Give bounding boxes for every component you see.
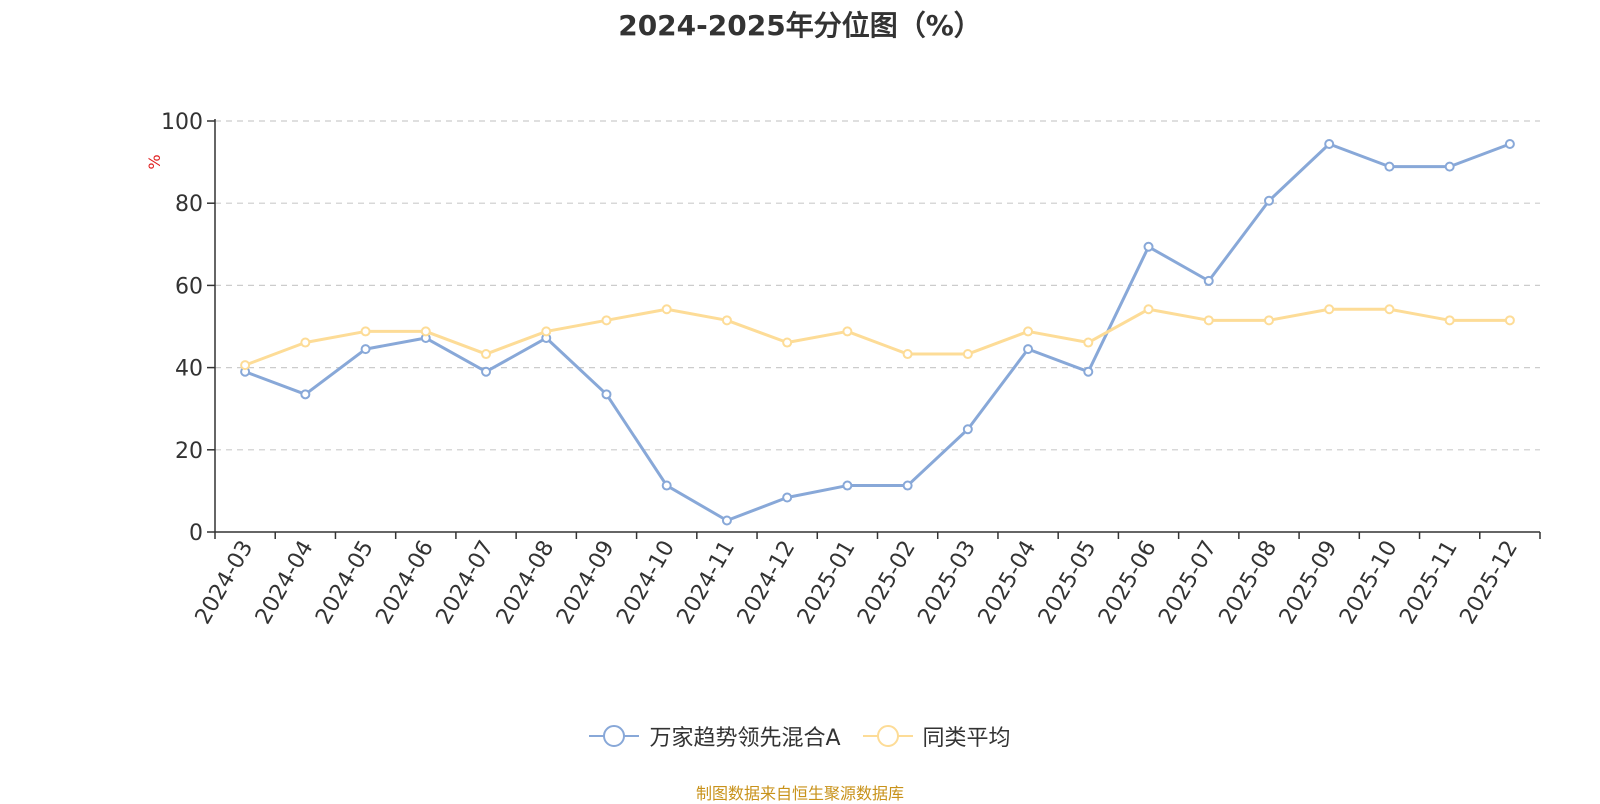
data-point bbox=[1384, 304, 1395, 315]
y-axis-label: % bbox=[145, 154, 164, 169]
y-tick-label: 80 bbox=[175, 192, 203, 217]
data-point bbox=[1143, 241, 1154, 252]
x-tick-label: 2024-05 bbox=[311, 537, 379, 629]
x-tick-label: 2024-11 bbox=[673, 537, 741, 629]
x-tick-label: 2024-08 bbox=[492, 537, 560, 629]
y-tick-label: 100 bbox=[161, 110, 203, 135]
x-tick-label: 2025-11 bbox=[1395, 537, 1463, 629]
y-axis-ticks: 0 20 40 60 80 100 bbox=[161, 110, 215, 546]
data-point bbox=[721, 515, 732, 526]
x-axis-ticks: 2024-032024-042024-052024-062024-072024-… bbox=[191, 532, 1541, 629]
data-point bbox=[1263, 195, 1274, 206]
series-1 bbox=[240, 139, 1515, 526]
data-point bbox=[1324, 139, 1335, 150]
data-source-note: 制图数据来自恒生聚源数据库 bbox=[695, 784, 904, 803]
legend-label-series-2: 同类平均 bbox=[922, 726, 1011, 751]
data-point bbox=[1083, 337, 1094, 348]
x-tick-label: 2025-12 bbox=[1455, 537, 1523, 629]
series-line-1 bbox=[244, 142, 1511, 522]
chart-title: 2024-2025年分位图（%） bbox=[618, 9, 982, 42]
x-tick-label: 2025-10 bbox=[1335, 537, 1403, 629]
y-tick-label: 0 bbox=[189, 521, 203, 546]
x-tick-label: 2025-03 bbox=[913, 537, 981, 629]
x-tick-label: 2024-09 bbox=[552, 537, 620, 629]
x-tick-label: 2025-05 bbox=[1034, 537, 1102, 629]
data-point bbox=[1504, 315, 1515, 326]
x-tick-label: 2024-06 bbox=[371, 537, 439, 629]
x-tick-label: 2025-08 bbox=[1215, 537, 1283, 629]
data-point bbox=[661, 304, 672, 315]
data-point bbox=[481, 366, 492, 377]
x-tick-label: 2025-04 bbox=[974, 537, 1042, 629]
data-point bbox=[962, 349, 973, 360]
legend-item-series-2[interactable]: 同类平均 bbox=[862, 720, 1011, 752]
data-point bbox=[601, 389, 612, 400]
legend-marker-series-1 bbox=[589, 725, 640, 747]
x-tick-label: 2024-07 bbox=[432, 537, 500, 629]
data-point bbox=[962, 424, 973, 435]
data-point bbox=[601, 315, 612, 326]
data-point bbox=[842, 326, 853, 337]
data-point bbox=[1444, 315, 1455, 326]
data-point bbox=[1203, 315, 1214, 326]
data-point bbox=[300, 389, 311, 400]
data-point bbox=[721, 315, 732, 326]
data-point bbox=[300, 337, 311, 348]
y-tick-label: 20 bbox=[175, 439, 203, 464]
data-point bbox=[661, 480, 672, 491]
data-point bbox=[782, 337, 793, 348]
x-tick-label: 2025-07 bbox=[1154, 537, 1222, 629]
data-point bbox=[420, 326, 431, 337]
data-point bbox=[1444, 161, 1455, 172]
y-tick-label: 40 bbox=[175, 357, 203, 382]
data-point bbox=[360, 326, 371, 337]
data-point bbox=[1143, 304, 1154, 315]
data-point bbox=[902, 480, 913, 491]
data-point bbox=[1023, 344, 1034, 355]
data-point bbox=[541, 326, 552, 337]
x-tick-label: 2024-03 bbox=[191, 537, 259, 629]
x-tick-label: 2024-10 bbox=[612, 537, 680, 629]
data-point bbox=[1384, 161, 1395, 172]
data-point bbox=[240, 360, 251, 371]
data-point bbox=[1324, 304, 1335, 315]
data-point bbox=[481, 349, 492, 360]
axes bbox=[214, 119, 1540, 533]
x-tick-label: 2024-12 bbox=[733, 537, 801, 629]
legend-item-series-1[interactable]: 万家趋势领先混合A bbox=[589, 720, 841, 752]
x-tick-label: 2025-09 bbox=[1275, 537, 1343, 629]
series-line-2 bbox=[244, 307, 1510, 367]
data-point bbox=[1083, 366, 1094, 377]
x-tick-label: 2025-06 bbox=[1094, 537, 1162, 629]
data-point bbox=[842, 480, 853, 491]
legend: 万家趋势领先混合A 同类平均 bbox=[0, 720, 1600, 752]
data-point bbox=[1263, 315, 1274, 326]
data-point bbox=[1504, 139, 1515, 150]
legend-marker-series-2 bbox=[862, 725, 913, 747]
data-point bbox=[782, 492, 793, 503]
data-point bbox=[1203, 275, 1214, 286]
y-tick-label: 60 bbox=[175, 274, 203, 299]
series-group bbox=[240, 139, 1515, 526]
series-2 bbox=[240, 304, 1515, 371]
grid-lines bbox=[215, 120, 1540, 451]
data-point bbox=[902, 349, 913, 360]
data-point bbox=[360, 344, 371, 355]
x-tick-label: 2024-04 bbox=[251, 537, 319, 629]
legend-label-series-1: 万家趋势领先混合A bbox=[649, 726, 841, 751]
data-point bbox=[1023, 326, 1034, 337]
x-tick-label: 2025-02 bbox=[853, 537, 921, 629]
x-tick-label: 2025-01 bbox=[793, 537, 861, 629]
